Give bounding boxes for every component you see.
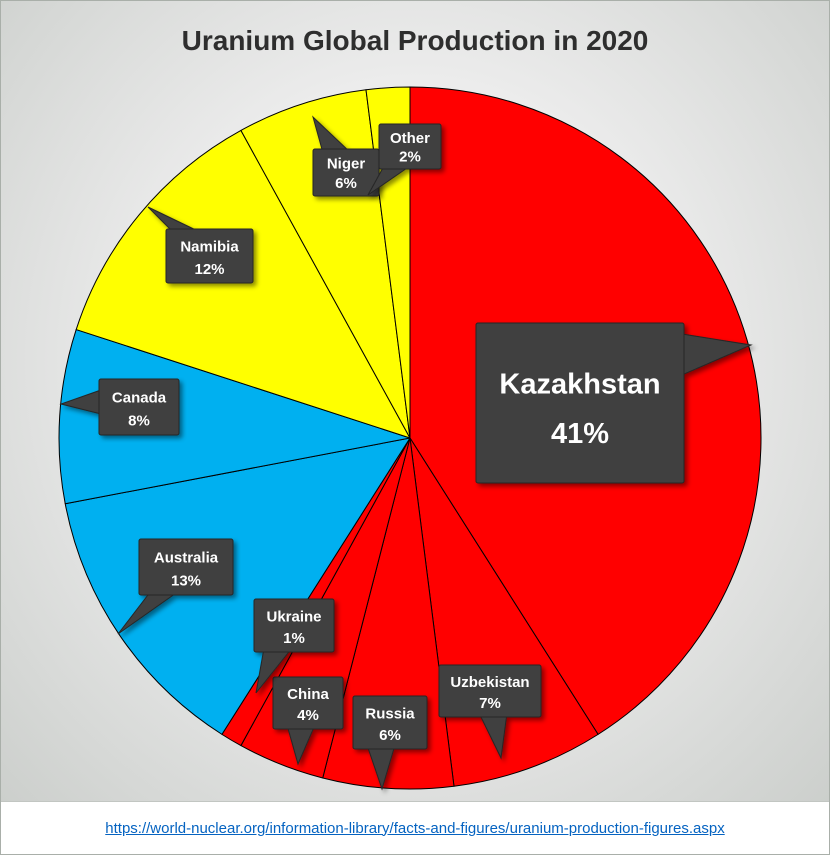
callout-country-label: Niger — [327, 156, 366, 173]
callout-country-label: China — [287, 686, 329, 703]
callout-country-label: Russia — [365, 705, 415, 722]
callout-box — [312, 148, 380, 197]
callout-country-label: Other — [390, 130, 430, 147]
pie-slice-australia — [64, 437, 411, 735]
callout-percent-label: 8% — [128, 412, 150, 429]
callout-percent-label: 12% — [194, 261, 224, 278]
callout-china: China 4% — [272, 676, 344, 766]
callout-box — [438, 664, 542, 718]
callout-box — [272, 676, 344, 730]
source-link[interactable]: https://world-nuclear.org/information-li… — [105, 819, 725, 837]
callout-country-label: Canada — [112, 390, 167, 407]
callout-australia: Australia 13% — [117, 538, 234, 635]
callout-box — [165, 228, 254, 284]
callout-box — [475, 322, 685, 484]
pie-slice-canada — [58, 329, 411, 505]
callout-percent-label: 2% — [399, 148, 421, 165]
callout-percent-label: 4% — [297, 707, 319, 724]
pie-callouts: Kazakhstan 41% Uzbekistan 7% Russia 6% China 4%… — [59, 115, 753, 791]
callout-box — [253, 598, 335, 653]
callout-namibia: Namibia 12% — [147, 206, 254, 284]
callout-box — [98, 378, 180, 436]
callout-country-label: Kazakhstan — [499, 368, 660, 400]
source-footer: https://world-nuclear.org/information-li… — [1, 801, 829, 854]
callout-country-label: Ukraine — [266, 608, 321, 625]
callout-percent-label: 7% — [479, 695, 501, 712]
callout-ukraine: Ukraine 1% — [253, 598, 335, 694]
callout-russia: Russia 6% — [352, 695, 428, 791]
callout-box — [378, 123, 442, 170]
callout-kazakhstan: Kazakhstan 41% — [475, 322, 753, 484]
chart-title: Uranium Global Production in 2020 — [181, 25, 649, 56]
callout-uzbekistan: Uzbekistan 7% — [438, 664, 542, 760]
callout-canada: Canada 8% — [59, 378, 180, 436]
pie-chart-area: Uranium Global Production in 2020 Kazakh… — [1, 1, 829, 801]
callout-niger: Niger 6% — [312, 115, 380, 197]
pie-chart: Kazakhstan 41% Uzbekistan 7% Russia 6% China 4%… — [58, 86, 762, 791]
callout-box — [138, 538, 234, 596]
callout-country-label: Uzbekistan — [450, 674, 529, 691]
callout-percent-label: 1% — [283, 630, 305, 647]
callout-percent-label: 13% — [171, 572, 201, 589]
pie-slice-namibia — [75, 129, 411, 439]
callout-percent-label: 6% — [335, 175, 357, 192]
callout-percent-label: 6% — [379, 727, 401, 744]
callout-country-label: Namibia — [180, 239, 239, 256]
callout-percent-label: 41% — [551, 418, 609, 450]
callout-country-label: Australia — [154, 550, 219, 567]
callout-box — [352, 695, 428, 750]
